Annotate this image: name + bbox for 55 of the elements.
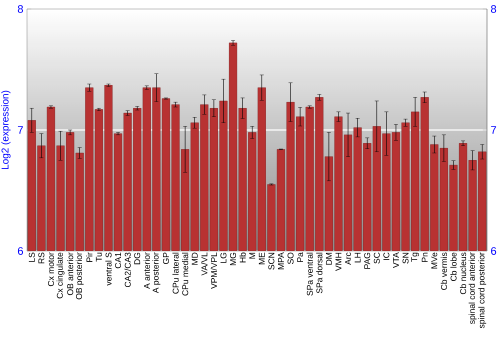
x-tick-label: Arc [345,252,351,265]
x-tick-label: CPu lateral [172,252,179,294]
x-tick-label: SPa dorsal [316,252,322,294]
x-tick-label: MD [192,252,198,265]
x-tick-label: OB anterior [67,252,74,296]
x-tick-label: M [249,252,256,259]
x-tick-label: Cx motor [48,252,54,286]
x-tick-label: LH [354,252,361,262]
x-tick-label: MPA [278,252,284,270]
y-tick-label: 7 [18,126,23,134]
x-tick-label: Cx cingulate [56,252,64,298]
x-tick-label: SPa ventral [306,252,313,296]
x-tick-label: DG [134,252,140,264]
x-tick-label: VMH [336,252,342,271]
x-tick-label: Tg [411,252,419,262]
x-tick-label: CA1 [115,252,122,268]
x-tick-label: A anterior [144,252,150,289]
x-tick-label: LG [220,252,226,263]
x-tick-label: Cb vermis [440,252,447,290]
x-tick-label: MVe [431,252,438,268]
x-tick-label: VPM/VPL [210,252,217,289]
x-tick-label: Pa [297,252,304,262]
x-tick-label: spinal cord anterior [468,252,477,324]
x-tick-label: LS [28,252,35,262]
x-tick-label: spinal cord posterior [478,252,486,328]
x-tick-label: IC [383,252,390,260]
x-tick-label: Tu [96,252,102,262]
x-tick-label: RS [38,252,44,264]
x-tick-label: Pn [422,252,428,262]
x-tick-label: Hb [240,252,246,262]
x-tick-label: SN [402,252,409,264]
x-tick-label: ME [258,252,265,264]
x-tick-label: SCN [268,252,274,270]
x-tick-label: SO [288,252,294,264]
x-tick-label: MG [230,252,236,266]
x-tick-label: Cb nucleus [460,252,466,294]
x-tick-label: VTA [393,252,399,268]
x-tick-label: Pir [86,252,92,262]
x-tick-label: ventral S [105,252,112,286]
y-axis-title: Log2 (expression) [1,90,11,170]
y-tick-label: 8 [18,5,23,13]
x-tick-label: DM [326,252,332,265]
x-tick-label: VA/VL [201,252,208,276]
x-tick-label: OB posterior [76,252,84,300]
x-tick-label: Cb lobe [450,252,457,281]
x-tick-label: CPu medial [182,252,188,296]
y2-tick-label: 8 [490,5,496,13]
x-tick-label: SC [374,252,380,264]
x-tick-label: PAG [364,252,370,269]
y-tick-label: 6 [18,247,23,255]
x-tick-label: GP [162,252,169,264]
x-tick-label: A posterior [152,252,160,294]
x-tick-label: CA2/CA3 [124,252,131,288]
y2-tick-label: 6 [491,247,496,255]
y2-tick-label: 7 [491,126,496,134]
